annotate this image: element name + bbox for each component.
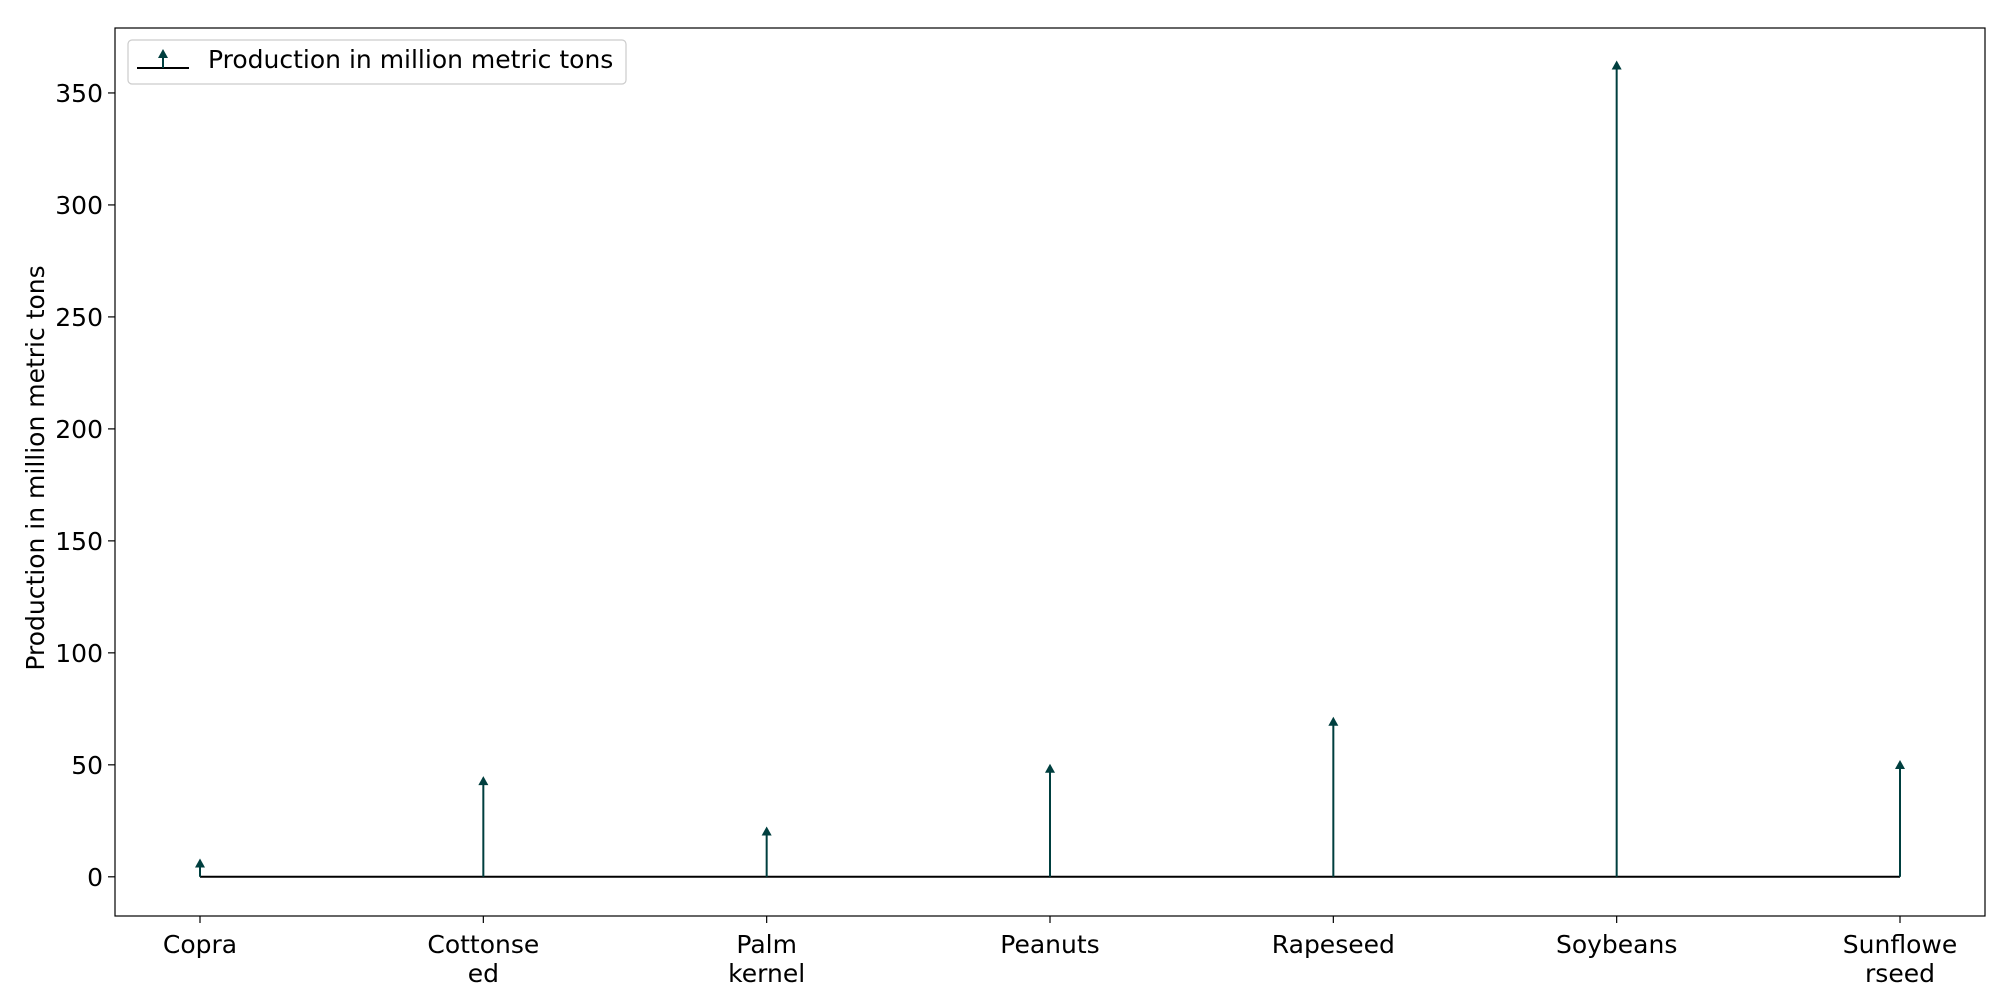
x-tick-label: Soybeans bbox=[1556, 930, 1677, 959]
stem-marker bbox=[478, 776, 489, 786]
stem-marker bbox=[1328, 716, 1339, 726]
legend-marker-swatch bbox=[158, 49, 168, 58]
y-tick-label: 150 bbox=[55, 527, 103, 556]
stem-marker bbox=[1895, 759, 1905, 769]
stem-marker bbox=[761, 826, 772, 836]
x-tick-label: Rapeseed bbox=[1272, 930, 1395, 959]
legend-label: Production in million metric tons bbox=[208, 45, 613, 74]
y-tick-label: 350 bbox=[55, 79, 103, 108]
stem-marker bbox=[1611, 60, 1622, 70]
x-tick-label: Cottonse ed bbox=[427, 930, 539, 988]
y-tick-label: 0 bbox=[87, 863, 103, 892]
x-tick-label: Peanuts bbox=[1000, 930, 1099, 959]
plot-area bbox=[195, 60, 1905, 878]
x-tick-label: Sunflowe rseed bbox=[1843, 930, 1957, 988]
axes: 0 50 100 150 200 250 300 350 Copra Cottonse ed Palm… bbox=[55, 27, 1986, 988]
stem-marker bbox=[1045, 763, 1055, 773]
y-tick-label: 100 bbox=[55, 639, 103, 668]
x-tick-label: Palm kernel bbox=[728, 930, 805, 988]
legend: Production in million metric tons bbox=[127, 39, 627, 85]
x-tick-label: Copra bbox=[163, 930, 237, 959]
y-axis-label: Production in million metric tons bbox=[21, 265, 50, 670]
y-tick-label: 300 bbox=[55, 191, 103, 220]
y-tick-label: 200 bbox=[55, 415, 103, 444]
y-tick-label: 50 bbox=[71, 751, 103, 780]
y-tick-label: 250 bbox=[55, 303, 103, 332]
stem-marker bbox=[195, 858, 205, 868]
legend-box bbox=[127, 39, 627, 85]
